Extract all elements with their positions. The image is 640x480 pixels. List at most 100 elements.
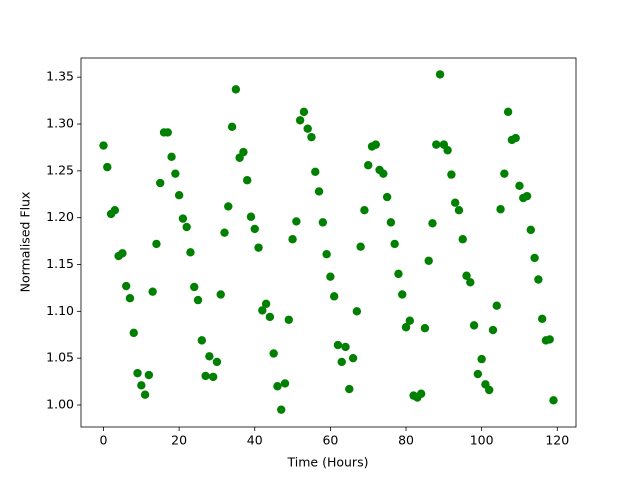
point xyxy=(333,340,343,350)
point xyxy=(371,140,380,149)
x-tick-label: 100 xyxy=(470,433,494,448)
point xyxy=(137,381,146,390)
point xyxy=(178,214,188,223)
point xyxy=(329,292,339,301)
point xyxy=(193,295,203,305)
point xyxy=(277,405,286,414)
point xyxy=(231,85,241,94)
y-tick-label: 1.20 xyxy=(46,209,74,224)
point xyxy=(549,396,558,405)
point xyxy=(133,368,142,378)
point xyxy=(432,140,441,149)
point xyxy=(163,128,172,137)
point xyxy=(458,235,467,244)
x-tick-label: 40 xyxy=(247,433,263,448)
point xyxy=(382,192,392,202)
y-tick-label: 1.30 xyxy=(46,116,74,131)
point xyxy=(522,191,532,201)
point xyxy=(469,321,479,330)
point xyxy=(337,357,346,367)
point xyxy=(216,290,225,299)
point xyxy=(341,342,350,352)
point xyxy=(398,290,407,299)
point xyxy=(492,301,501,310)
point xyxy=(156,178,165,188)
point xyxy=(352,307,362,316)
point xyxy=(503,107,513,117)
point xyxy=(314,187,324,196)
point xyxy=(254,243,263,252)
x-tick-label: 60 xyxy=(322,433,338,448)
point xyxy=(125,294,135,303)
y-tick-label: 1.10 xyxy=(46,303,74,318)
point xyxy=(348,353,358,363)
point xyxy=(356,242,365,251)
point xyxy=(307,132,316,142)
point xyxy=(515,181,524,191)
point xyxy=(284,315,293,324)
point xyxy=(103,162,112,172)
point xyxy=(545,335,554,344)
point xyxy=(174,191,184,200)
point xyxy=(201,371,210,381)
x-tick-label: 80 xyxy=(398,433,414,448)
point xyxy=(280,379,290,388)
point xyxy=(208,372,218,382)
point xyxy=(473,369,483,379)
point xyxy=(269,349,278,358)
x-axis-label: Time (Hours) xyxy=(287,455,369,470)
point xyxy=(295,116,305,125)
x-tick-label: 20 xyxy=(171,433,187,448)
point xyxy=(242,176,252,185)
point xyxy=(167,152,176,162)
point xyxy=(140,390,150,399)
point xyxy=(394,269,403,279)
point xyxy=(118,249,127,258)
point xyxy=(318,218,328,227)
point xyxy=(386,218,396,227)
point xyxy=(303,124,312,133)
point xyxy=(390,239,399,249)
point xyxy=(265,312,275,322)
point xyxy=(534,275,543,284)
point xyxy=(197,336,207,345)
y-tick-label: 1.00 xyxy=(46,396,74,411)
point xyxy=(152,239,161,249)
point xyxy=(405,316,415,325)
point xyxy=(447,170,456,179)
point xyxy=(182,222,191,232)
point xyxy=(99,141,108,150)
point xyxy=(530,253,539,263)
point xyxy=(220,228,229,237)
point xyxy=(246,212,256,221)
point xyxy=(500,169,509,178)
point xyxy=(322,250,331,259)
point xyxy=(212,357,222,367)
point xyxy=(379,169,388,178)
y-tick-label: 1.25 xyxy=(46,162,74,177)
y-axis-label: Normalised Flux xyxy=(18,192,33,293)
y-tick-label: 1.15 xyxy=(46,256,74,271)
point xyxy=(288,235,297,244)
point xyxy=(511,133,520,143)
point xyxy=(450,198,460,207)
point xyxy=(144,370,154,380)
point xyxy=(227,122,237,132)
point xyxy=(416,389,426,398)
point xyxy=(485,385,494,395)
point xyxy=(186,248,195,257)
point xyxy=(462,271,471,280)
point xyxy=(401,323,411,332)
point xyxy=(360,205,369,215)
point xyxy=(171,169,180,178)
point xyxy=(299,107,309,117)
x-tick-label: 120 xyxy=(545,433,569,448)
point xyxy=(364,161,373,170)
point xyxy=(466,278,475,287)
point xyxy=(326,272,335,281)
point xyxy=(250,224,259,234)
point xyxy=(261,299,271,309)
